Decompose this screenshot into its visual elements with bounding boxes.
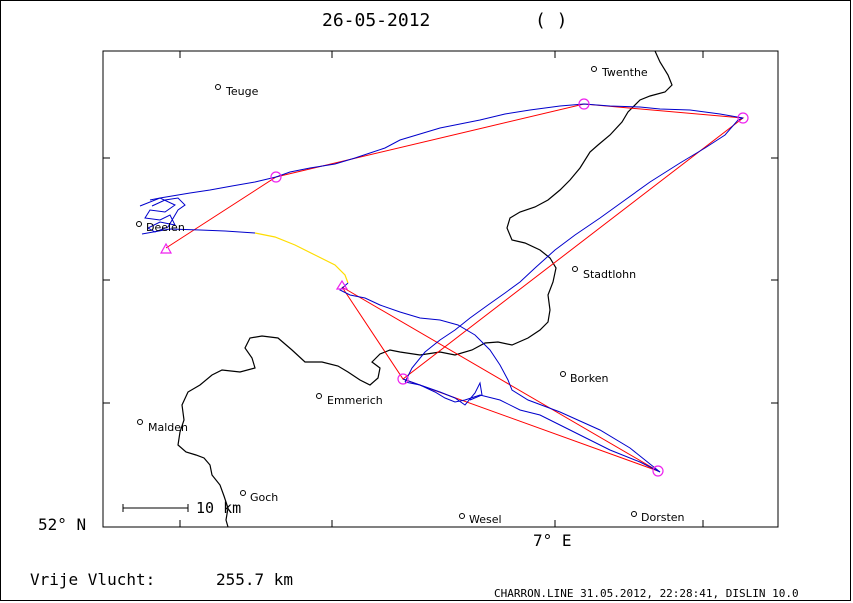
- place-marker-icon: [136, 221, 142, 227]
- place-marker-icon: [240, 490, 246, 496]
- pilot-parens: ( ): [535, 10, 568, 31]
- finish-triangle-icon: [335, 279, 349, 290]
- place-label: Malden: [148, 421, 188, 434]
- place-marker-icon: [572, 266, 578, 272]
- place-label: Emmerich: [327, 394, 383, 407]
- turnpoint-icon: [397, 373, 409, 385]
- flight-track: [139, 103, 744, 473]
- latitude-label: 52° N: [38, 515, 87, 534]
- longitude-label: 7° E: [533, 531, 572, 550]
- software-credit: CHARRON.LINE 31.05.2012, 22:28:41, DISLI…: [494, 587, 799, 600]
- task-lines: [165, 103, 745, 472]
- axis-ticks: [103, 51, 778, 527]
- turnpoint-icon: [578, 98, 590, 110]
- start-triangle-icon: [159, 242, 173, 254]
- flight-date: 26-05-2012: [322, 10, 431, 31]
- place-marker-icon: [631, 511, 637, 517]
- turnpoint-icon: [270, 171, 282, 183]
- distance-value: 255.7 km: [216, 570, 294, 589]
- place-label: Wesel: [469, 513, 502, 526]
- place-label: Goch: [250, 491, 278, 504]
- turnpoints: [159, 98, 749, 477]
- place-label: Borken: [570, 372, 609, 385]
- engine-segment: [254, 232, 349, 284]
- map-frame: [102, 50, 779, 528]
- place-marker-icon: [459, 513, 465, 519]
- place-marker-icon: [591, 66, 597, 72]
- country-border: [177, 50, 673, 528]
- place-label: Twenthe: [601, 66, 648, 79]
- scale-bar-label: 10 km: [196, 499, 242, 517]
- place-marker-icon: [560, 371, 566, 377]
- place-label: Stadtlohn: [583, 268, 636, 281]
- place-marker-icon: [316, 393, 322, 399]
- place-label: Teuge: [225, 85, 259, 98]
- scale-bar: [122, 504, 189, 512]
- turnpoint-icon: [737, 112, 749, 124]
- turnpoint-icon: [652, 465, 664, 477]
- place-marker-icon: [137, 419, 143, 425]
- place-label: Dorsten: [641, 511, 685, 524]
- place-marker-icon: [215, 84, 221, 90]
- place-markers: [136, 66, 637, 519]
- place-label: Deelen: [146, 221, 185, 234]
- distance-label: Vrije Vlucht:: [30, 570, 156, 589]
